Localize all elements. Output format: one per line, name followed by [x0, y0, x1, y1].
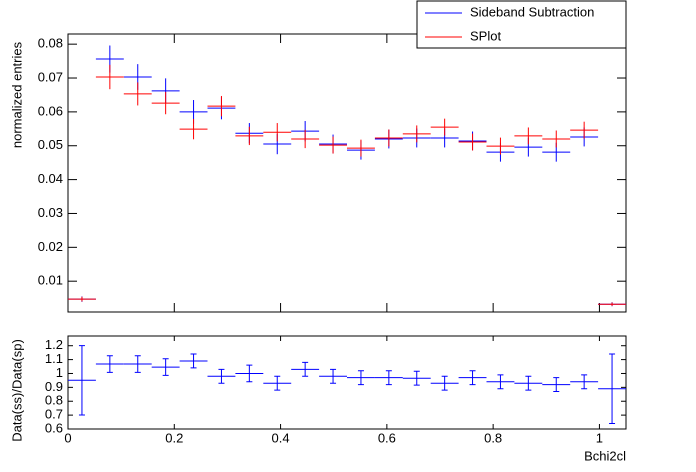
- error-bar: [274, 375, 281, 391]
- error-bar: [469, 370, 476, 386]
- error-bar: [134, 355, 141, 373]
- y-tick-label: 0.08: [38, 36, 63, 51]
- x-tick-label: 0.6: [378, 430, 396, 445]
- x-tick-label: 0.8: [484, 430, 502, 445]
- y-tick-label: 1: [56, 365, 63, 380]
- error-bar: [413, 370, 420, 386]
- y-tick-label: 0.06: [38, 103, 63, 118]
- x-tick-label: 0: [64, 430, 71, 445]
- error-bar: [302, 361, 309, 377]
- error-bar: [357, 370, 364, 386]
- x-tick-label: 0.2: [165, 430, 183, 445]
- error-bar: [218, 368, 225, 384]
- error-bar: [330, 368, 337, 384]
- plot-frame: [67, 335, 627, 430]
- error-bar: [385, 370, 392, 386]
- y-axis-title: Data(ss)/Data(sp): [9, 339, 24, 442]
- legend-box: [416, 0, 627, 49]
- y-tick-label: 0.7: [45, 407, 63, 422]
- y-tick-label: 1.1: [45, 351, 63, 366]
- error-bar: [162, 358, 169, 376]
- error-bar: [497, 374, 504, 390]
- y-tick-label: 0.04: [38, 171, 63, 186]
- y-tick-label: 0.01: [38, 273, 63, 288]
- error-bar: [609, 353, 616, 424]
- error-bar: [553, 377, 560, 393]
- y-tick-label: 0.6: [45, 420, 63, 435]
- y-tick-label: 0.02: [38, 239, 63, 254]
- x-axis-title: Bchi2cl: [584, 448, 626, 463]
- y-tick-label: 0.05: [38, 137, 63, 152]
- y-tick-label: 0.9: [45, 379, 63, 394]
- error-bar: [106, 355, 113, 373]
- y-tick-label: 0.03: [38, 205, 63, 220]
- legend-label: SPlot: [470, 28, 501, 43]
- error-bar: [441, 375, 448, 391]
- plot-frame: [67, 33, 627, 313]
- error-bar: [78, 345, 85, 416]
- x-tick-label: 0.4: [272, 430, 290, 445]
- error-bar: [246, 364, 253, 383]
- legend-label: Sideband Subtraction: [470, 4, 594, 19]
- y-axis-title: normalized entries: [9, 41, 24, 148]
- x-tick-label: 1: [596, 430, 603, 445]
- error-bar: [190, 353, 197, 369]
- y-tick-label: 0.07: [38, 69, 63, 84]
- y-tick-label: 1.2: [45, 337, 63, 352]
- error-bar: [525, 375, 532, 391]
- y-tick-label: 0.8: [45, 393, 63, 408]
- error-bar: [581, 374, 588, 390]
